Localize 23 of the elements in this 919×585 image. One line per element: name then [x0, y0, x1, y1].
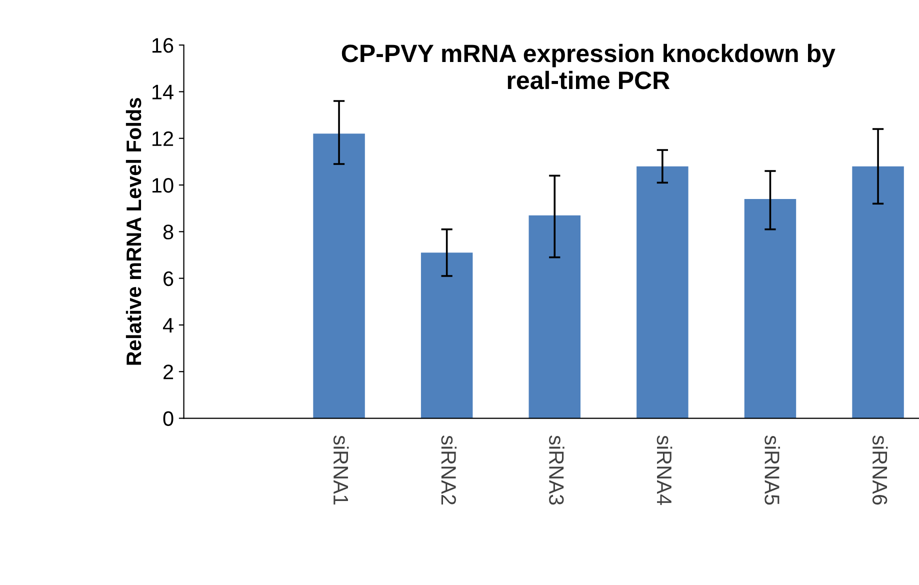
chart-title: CP-PVY mRNA expression knockdown by real-time PCR	[342, 44, 836, 90]
y-tick-label: 10	[152, 178, 174, 193]
bar	[744, 199, 796, 418]
x-tick-label: siRNA1	[333, 436, 349, 505]
bar	[852, 166, 904, 418]
y-axis-title: Relative mRNA Level Folds	[126, 98, 142, 365]
y-tick-label: 6	[164, 271, 174, 286]
bar	[420, 252, 473, 418]
y-tick-label: 12	[152, 131, 174, 146]
y-tick-label: 14	[152, 84, 174, 100]
x-tick-label: siRNA4	[656, 436, 672, 505]
y-tick-label: 16	[152, 38, 174, 53]
bar	[636, 166, 688, 418]
x-tick-label: siRNA2	[441, 436, 457, 505]
bar	[528, 215, 581, 418]
x-tick-label: siRNA5	[764, 436, 780, 505]
y-tick-label: 8	[163, 224, 174, 240]
x-tick-label: siRNA3	[549, 436, 564, 505]
bar	[313, 134, 365, 418]
x-tick-label: siRNA6	[872, 436, 888, 505]
y-tick-label: 2	[164, 364, 174, 380]
y-tick-label: 4	[162, 318, 174, 333]
y-tick-label: 0	[163, 411, 174, 426]
